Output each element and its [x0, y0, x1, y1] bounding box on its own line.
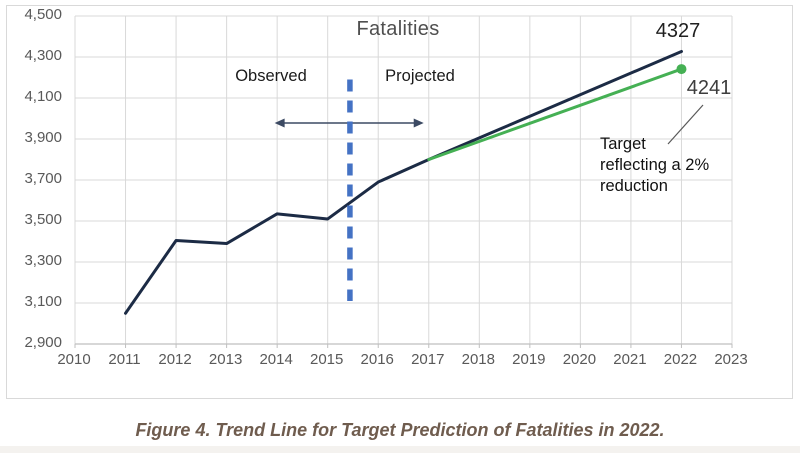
- chart-canvas: [74, 15, 733, 348]
- figure-caption: Figure 4. Trend Line for Target Predicti…: [135, 420, 665, 440]
- x-axis-tick-label: 2022: [663, 351, 698, 368]
- projected-zone-label: Projected: [385, 67, 455, 85]
- x-axis-tick-label: 2014: [259, 351, 293, 368]
- target-callout-line: reduction: [600, 177, 668, 195]
- y-axis-tick-label: 3,300: [24, 252, 62, 269]
- trend-endpoint-value-label: 4327: [655, 20, 701, 42]
- chart-title: Fatalities: [356, 18, 440, 40]
- target-callout-leader-line: [667, 104, 704, 145]
- x-axis-tick-label: 2018: [461, 351, 495, 368]
- target-callout-line: reflecting a 2%: [600, 156, 710, 174]
- y-axis-tick-label: 4,300: [24, 47, 62, 64]
- y-axis-tick-label: 3,700: [24, 170, 62, 187]
- x-axis-tick-label: 2013: [208, 351, 243, 368]
- x-axis-tick-label: 2011: [108, 351, 141, 368]
- observed-zone-label: Observed: [235, 67, 307, 85]
- target-line-series: [427, 67, 683, 161]
- y-axis-tick-label: 3,500: [24, 211, 62, 228]
- chart-outer-frame: [6, 5, 793, 399]
- x-axis-tick-label: 2016: [360, 351, 394, 368]
- arrowhead-right-icon: [413, 118, 424, 128]
- trend-line-series: [124, 49, 683, 315]
- target-callout-line: Target: [600, 135, 646, 153]
- target-end-marker: [676, 64, 687, 75]
- x-axis-tick-label: 2020: [562, 351, 597, 368]
- x-axis-tick-label: 2019: [512, 351, 546, 368]
- x-axis-tick-label: 2010: [57, 351, 91, 368]
- y-axis-tick-label: 4,500: [24, 6, 62, 23]
- target-endpoint-value-label: 4241: [686, 77, 732, 99]
- y-axis-tick-label: 4,100: [24, 88, 62, 105]
- y-axis-tick-label: 3,900: [24, 129, 62, 146]
- x-axis-tick-label: 2012: [158, 351, 192, 368]
- y-axis-tick-label: 2,900: [24, 334, 62, 351]
- arrowhead-left-icon: [274, 118, 285, 128]
- target-callout: Target reflecting a 2% reduction: [600, 134, 745, 197]
- x-axis-tick-label: 2023: [714, 351, 748, 368]
- x-axis-tick-label: 2017: [411, 351, 445, 368]
- y-axis-tick-label: 3,100: [24, 293, 62, 310]
- bottom-strip: [0, 446, 800, 453]
- x-axis-tick-label: 2021: [613, 351, 647, 368]
- gridlines: [74, 15, 733, 345]
- x-axis-tick-label: 2015: [310, 351, 344, 368]
